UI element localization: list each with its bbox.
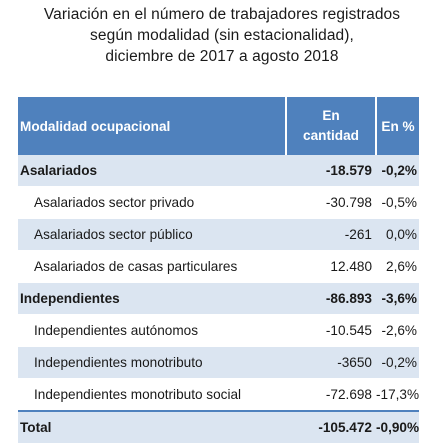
row-cantidad: -30.798 <box>286 186 376 219</box>
header-cantidad-line-2: cantidad <box>303 128 359 143</box>
row-porcentaje: -0,90% <box>376 410 419 443</box>
row-label: Asalariados <box>18 155 286 187</box>
table-row-asalariados-privado: Asalariados sector privado -30.798 -0,5% <box>18 186 419 219</box>
row-porcentaje: -0,2% <box>376 346 419 379</box>
row-cantidad: -105.472 <box>286 410 376 443</box>
row-porcentaje: -0,5% <box>376 186 419 219</box>
table-title: Variación en el número de trabajadores r… <box>0 4 444 67</box>
header-porcentaje: En % <box>376 97 419 155</box>
row-cantidad: -18.579 <box>286 155 376 187</box>
title-line-1: Variación en el número de trabajadores r… <box>43 6 401 23</box>
row-porcentaje: -3,6% <box>376 282 419 315</box>
row-cantidad: -10.545 <box>286 314 376 347</box>
title-line-3: diciembre de 2017 a agosto 2018 <box>105 48 339 65</box>
row-label: Independientes monotributo social <box>18 378 286 412</box>
header-cantidad: En cantidad <box>286 97 377 155</box>
table-row-total: Total -105.472 -0,90% <box>18 410 419 443</box>
table-row-monotributo-social: Independientes monotributo social -72.69… <box>18 378 419 412</box>
row-label: Asalariados de casas particulares <box>18 250 286 283</box>
row-porcentaje: -0,2% <box>376 155 419 187</box>
row-cantidad: 12.480 <box>286 250 376 283</box>
row-label: Asalariados sector público <box>18 218 286 251</box>
row-porcentaje: -17,3% <box>376 378 419 412</box>
workers-variation-table: Modalidad ocupacional En cantidad En % A… <box>18 97 419 443</box>
header-cantidad-line-1: En <box>322 108 340 123</box>
row-porcentaje: 2,6% <box>376 250 419 283</box>
row-cantidad: -72.698 <box>286 378 376 412</box>
row-cantidad: -86.893 <box>286 282 376 315</box>
row-label: Independientes monotributo <box>18 346 286 379</box>
row-porcentaje: 0,0% <box>376 218 419 251</box>
table-row-independientes: Independientes -86.893 -3,6% <box>18 282 419 315</box>
row-porcentaje: -2,6% <box>376 314 419 347</box>
table-row-asalariados-publico: Asalariados sector público -261 0,0% <box>18 218 419 251</box>
row-cantidad: -261 <box>286 218 376 251</box>
table-row-casas-particulares: Asalariados de casas particulares 12.480… <box>18 250 419 283</box>
row-cantidad: -3650 <box>286 346 376 379</box>
header-modalidad: Modalidad ocupacional <box>18 97 287 155</box>
row-label: Independientes <box>18 282 286 315</box>
row-label: Asalariados sector privado <box>18 186 286 219</box>
table-row-monotributo: Independientes monotributo -3650 -0,2% <box>18 346 419 379</box>
table-row-asalariados: Asalariados -18.579 -0,2% <box>18 155 419 187</box>
table-header-row: Modalidad ocupacional En cantidad En % <box>18 97 419 155</box>
table-row-autonomos: Independientes autónomos -10.545 -2,6% <box>18 314 419 347</box>
row-label: Total <box>18 410 286 443</box>
title-line-2: según modalidad (sin estacionalidad), <box>90 27 354 44</box>
row-label: Independientes autónomos <box>18 314 286 347</box>
